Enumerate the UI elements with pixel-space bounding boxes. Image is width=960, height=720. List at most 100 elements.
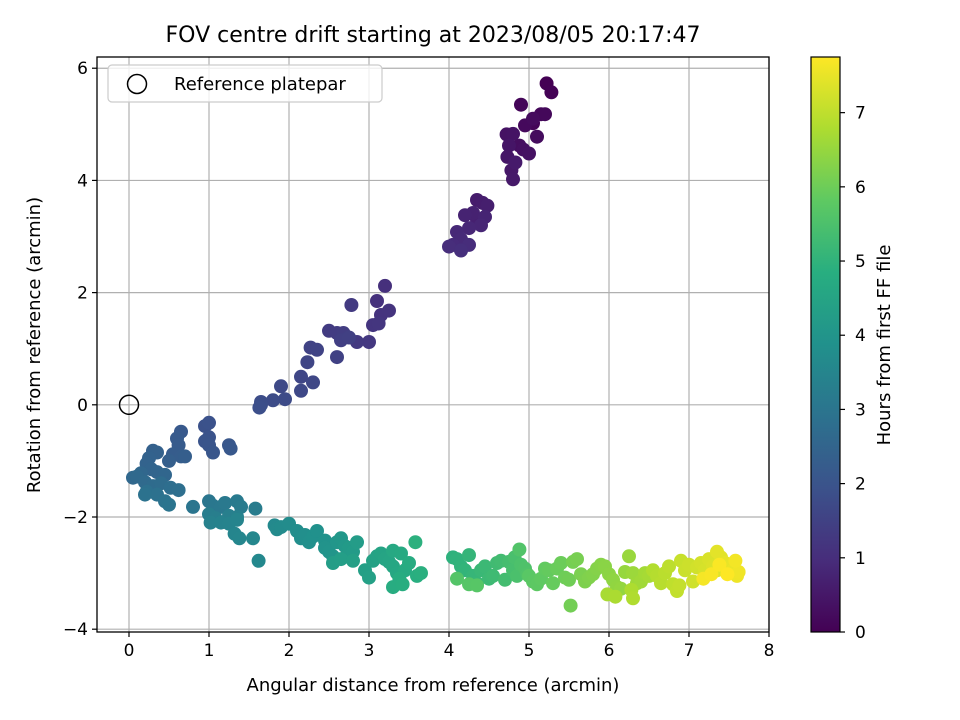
data-point	[344, 298, 359, 312]
data-point	[342, 330, 356, 345]
data-point	[252, 400, 267, 415]
colorbar-tick-label: 0	[855, 623, 866, 643]
legend-box	[107, 64, 383, 103]
colorbar-tick-label: 6	[855, 178, 866, 198]
data-point	[563, 598, 578, 613]
data-point	[562, 572, 576, 587]
data-point	[203, 515, 218, 530]
x-tick-label: 6	[604, 641, 615, 661]
data-point	[672, 578, 687, 593]
y-tick-label: 4	[77, 171, 88, 191]
y-tick-label: −4	[63, 620, 88, 640]
data-point	[294, 369, 308, 384]
data-point	[310, 524, 324, 538]
colorbar: 0 1 2 3 4 5 6 7 Hours from first FF file	[810, 56, 895, 643]
legend-reference-marker	[126, 73, 148, 95]
data-point	[218, 496, 232, 510]
data-point	[502, 138, 516, 153]
data-point	[278, 392, 292, 407]
colorbar-tick-label: 1	[855, 549, 866, 569]
data-point	[362, 570, 376, 585]
colorbar-tick-label: 4	[855, 326, 866, 346]
data-point	[274, 379, 288, 394]
x-tick-label: 1	[204, 641, 215, 661]
data-point	[382, 303, 396, 318]
data-point	[408, 535, 423, 550]
data-point	[202, 415, 216, 430]
data-point	[370, 294, 384, 308]
reference-platepar-marker	[118, 394, 140, 416]
x-tick-label: 0	[124, 641, 135, 661]
x-axis-label: Angular distance from reference (arcmin)	[247, 675, 620, 696]
data-point	[171, 483, 186, 498]
data-point	[442, 239, 456, 254]
data-point	[538, 107, 552, 122]
data-point	[162, 453, 176, 468]
data-point	[544, 85, 559, 100]
data-point	[246, 531, 260, 546]
data-point	[230, 512, 244, 527]
colorbar-tick-label: 5	[855, 252, 866, 272]
data-point	[178, 449, 192, 464]
x-tick-label: 3	[364, 641, 375, 661]
data-point	[480, 198, 495, 213]
data-point	[395, 577, 410, 592]
data-point	[554, 556, 568, 570]
data-point	[402, 556, 416, 570]
colorbar-tick-label: 2	[855, 475, 866, 495]
data-point	[310, 342, 324, 357]
x-tick-label: 5	[524, 641, 535, 661]
data-point	[710, 544, 724, 559]
data-point	[362, 335, 376, 349]
data-point	[570, 552, 584, 567]
chart-title: FOV centre drift starting at 2023/08/05 …	[166, 23, 701, 48]
data-point	[526, 111, 540, 126]
data-point	[294, 383, 308, 398]
plot-area-frame	[96, 56, 770, 633]
data-point	[662, 559, 676, 574]
data-point	[346, 553, 360, 568]
data-point	[371, 316, 386, 331]
y-tick-label: 6	[77, 59, 88, 79]
data-points	[126, 76, 746, 613]
data-point	[498, 572, 512, 587]
data-point	[223, 441, 238, 456]
data-point	[394, 546, 408, 561]
data-point	[248, 501, 263, 516]
data-point	[334, 552, 348, 567]
colorbar-ticks: 0 1 2 3 4 5 6 7	[840, 104, 866, 643]
data-point	[626, 591, 640, 606]
x-axis-ticks: 0 1 2 3 4 5 6 7 8	[124, 632, 775, 661]
data-point	[186, 499, 200, 514]
data-point	[712, 557, 727, 572]
x-tick-label: 2	[284, 641, 295, 661]
data-point	[266, 393, 280, 408]
data-point	[608, 589, 623, 604]
legend-entry-label: Reference platepar	[174, 74, 346, 95]
data-point	[720, 567, 735, 582]
data-point	[530, 129, 544, 144]
data-point	[251, 553, 266, 568]
data-point	[300, 355, 315, 370]
data-point	[462, 548, 476, 563]
data-point	[330, 350, 344, 365]
legend: Reference platepar	[107, 64, 383, 103]
data-point	[162, 497, 176, 512]
data-point	[486, 568, 500, 583]
data-point	[206, 445, 220, 460]
x-tick-label: 8	[764, 641, 775, 661]
x-tick-label: 4	[444, 641, 455, 661]
data-point	[350, 535, 364, 550]
data-point	[414, 566, 428, 581]
data-point	[454, 243, 468, 258]
colorbar-gradient	[810, 56, 841, 633]
colorbar-tick-label: 7	[855, 104, 866, 124]
data-point	[462, 221, 476, 236]
data-point	[546, 576, 560, 591]
data-point	[458, 208, 472, 223]
y-axis-ticks: −4 −2 0 2 4 6	[63, 59, 97, 640]
data-point	[306, 375, 320, 390]
data-point	[478, 559, 492, 574]
